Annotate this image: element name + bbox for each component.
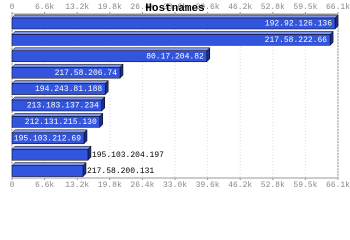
x-tick-label-top: 0 — [10, 3, 15, 12]
x-tick-label-top: 39.6k — [196, 3, 220, 12]
bar — [11, 66, 121, 79]
x-tick-label: 39.6k — [196, 181, 220, 190]
bar — [11, 17, 336, 30]
x-tick-label: 52.8k — [261, 181, 285, 190]
x-tick-label-top: 19.8k — [98, 3, 122, 12]
bar — [11, 132, 85, 145]
bar-top — [11, 63, 124, 68]
x-tick-label: 26.4k — [130, 181, 154, 190]
chart-title: Hostnames — [145, 3, 204, 15]
bar-label: 195.103.212.69 — [14, 134, 81, 143]
bar-label: 217.58.222.66 — [265, 36, 328, 45]
bar-top — [11, 31, 334, 35]
bar-top — [11, 113, 104, 117]
bar-label: 192.92.126.136 — [265, 20, 332, 29]
bar-label: 194.243.81.188 — [35, 85, 102, 94]
x-tick-label-top: 46.2k — [228, 3, 252, 12]
bar — [11, 165, 84, 177]
bar-top — [11, 162, 87, 166]
bar — [11, 34, 331, 46]
bar — [11, 116, 101, 128]
x-tick-label: 0 — [10, 181, 15, 190]
x-tick-label-top: 59.5k — [293, 3, 317, 12]
chart: 0 0 6.6k 6.6k 13.2k 13.2k 19.8k 19.8k 26.4k 26.4k… — [10, 3, 350, 190]
bar — [11, 148, 89, 161]
x-tick-label-top: 26.4k — [130, 3, 154, 12]
x-tick-label-top: 6.6k — [35, 3, 54, 12]
x-tick-label-top: 52.8k — [261, 3, 285, 12]
x-tick-label-top: 33.0k — [163, 3, 187, 12]
bar-top — [11, 47, 211, 52]
x-tick-label: 46.2k — [228, 181, 252, 190]
bar-label: 217.58.200.131 — [87, 167, 154, 176]
bar-top — [11, 14, 339, 19]
bar-label: 195.103.204.197 — [92, 151, 164, 160]
x-tick-label: 59.5k — [293, 181, 317, 190]
x-tick-label-top: 13.2k — [65, 3, 89, 12]
bar-top — [11, 80, 109, 84]
bar — [11, 83, 106, 95]
x-tick-label: 33.0k — [163, 181, 187, 190]
x-tick-label: 13.2k — [65, 181, 89, 190]
x-tick-label: 19.8k — [98, 181, 122, 190]
x-tick-label-top: 66.1k — [326, 3, 350, 12]
x-tick-label: 6.6k — [35, 181, 54, 190]
bar-label: 213.183.137.234 — [27, 102, 99, 111]
bar-label: 212.131.215.130 — [25, 118, 97, 127]
bar-label: 80.17.204.82 — [146, 52, 204, 61]
bar-label: 217.58.206.74 — [55, 69, 118, 78]
bar-top — [11, 145, 92, 150]
bar-top — [11, 96, 106, 101]
bar — [11, 50, 208, 63]
x-tick-label: 66.1k — [326, 181, 350, 190]
bar — [11, 99, 103, 112]
bar-top — [11, 129, 88, 134]
